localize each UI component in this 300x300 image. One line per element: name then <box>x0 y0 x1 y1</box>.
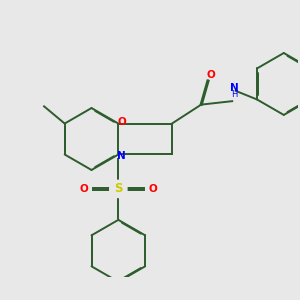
Text: H: H <box>231 90 237 99</box>
Text: S: S <box>114 182 123 195</box>
Text: O: O <box>148 184 157 194</box>
Text: N: N <box>230 83 238 93</box>
Text: O: O <box>206 70 215 80</box>
Text: N: N <box>117 151 126 161</box>
Text: O: O <box>80 184 88 194</box>
FancyBboxPatch shape <box>109 180 128 198</box>
Text: O: O <box>117 117 126 127</box>
